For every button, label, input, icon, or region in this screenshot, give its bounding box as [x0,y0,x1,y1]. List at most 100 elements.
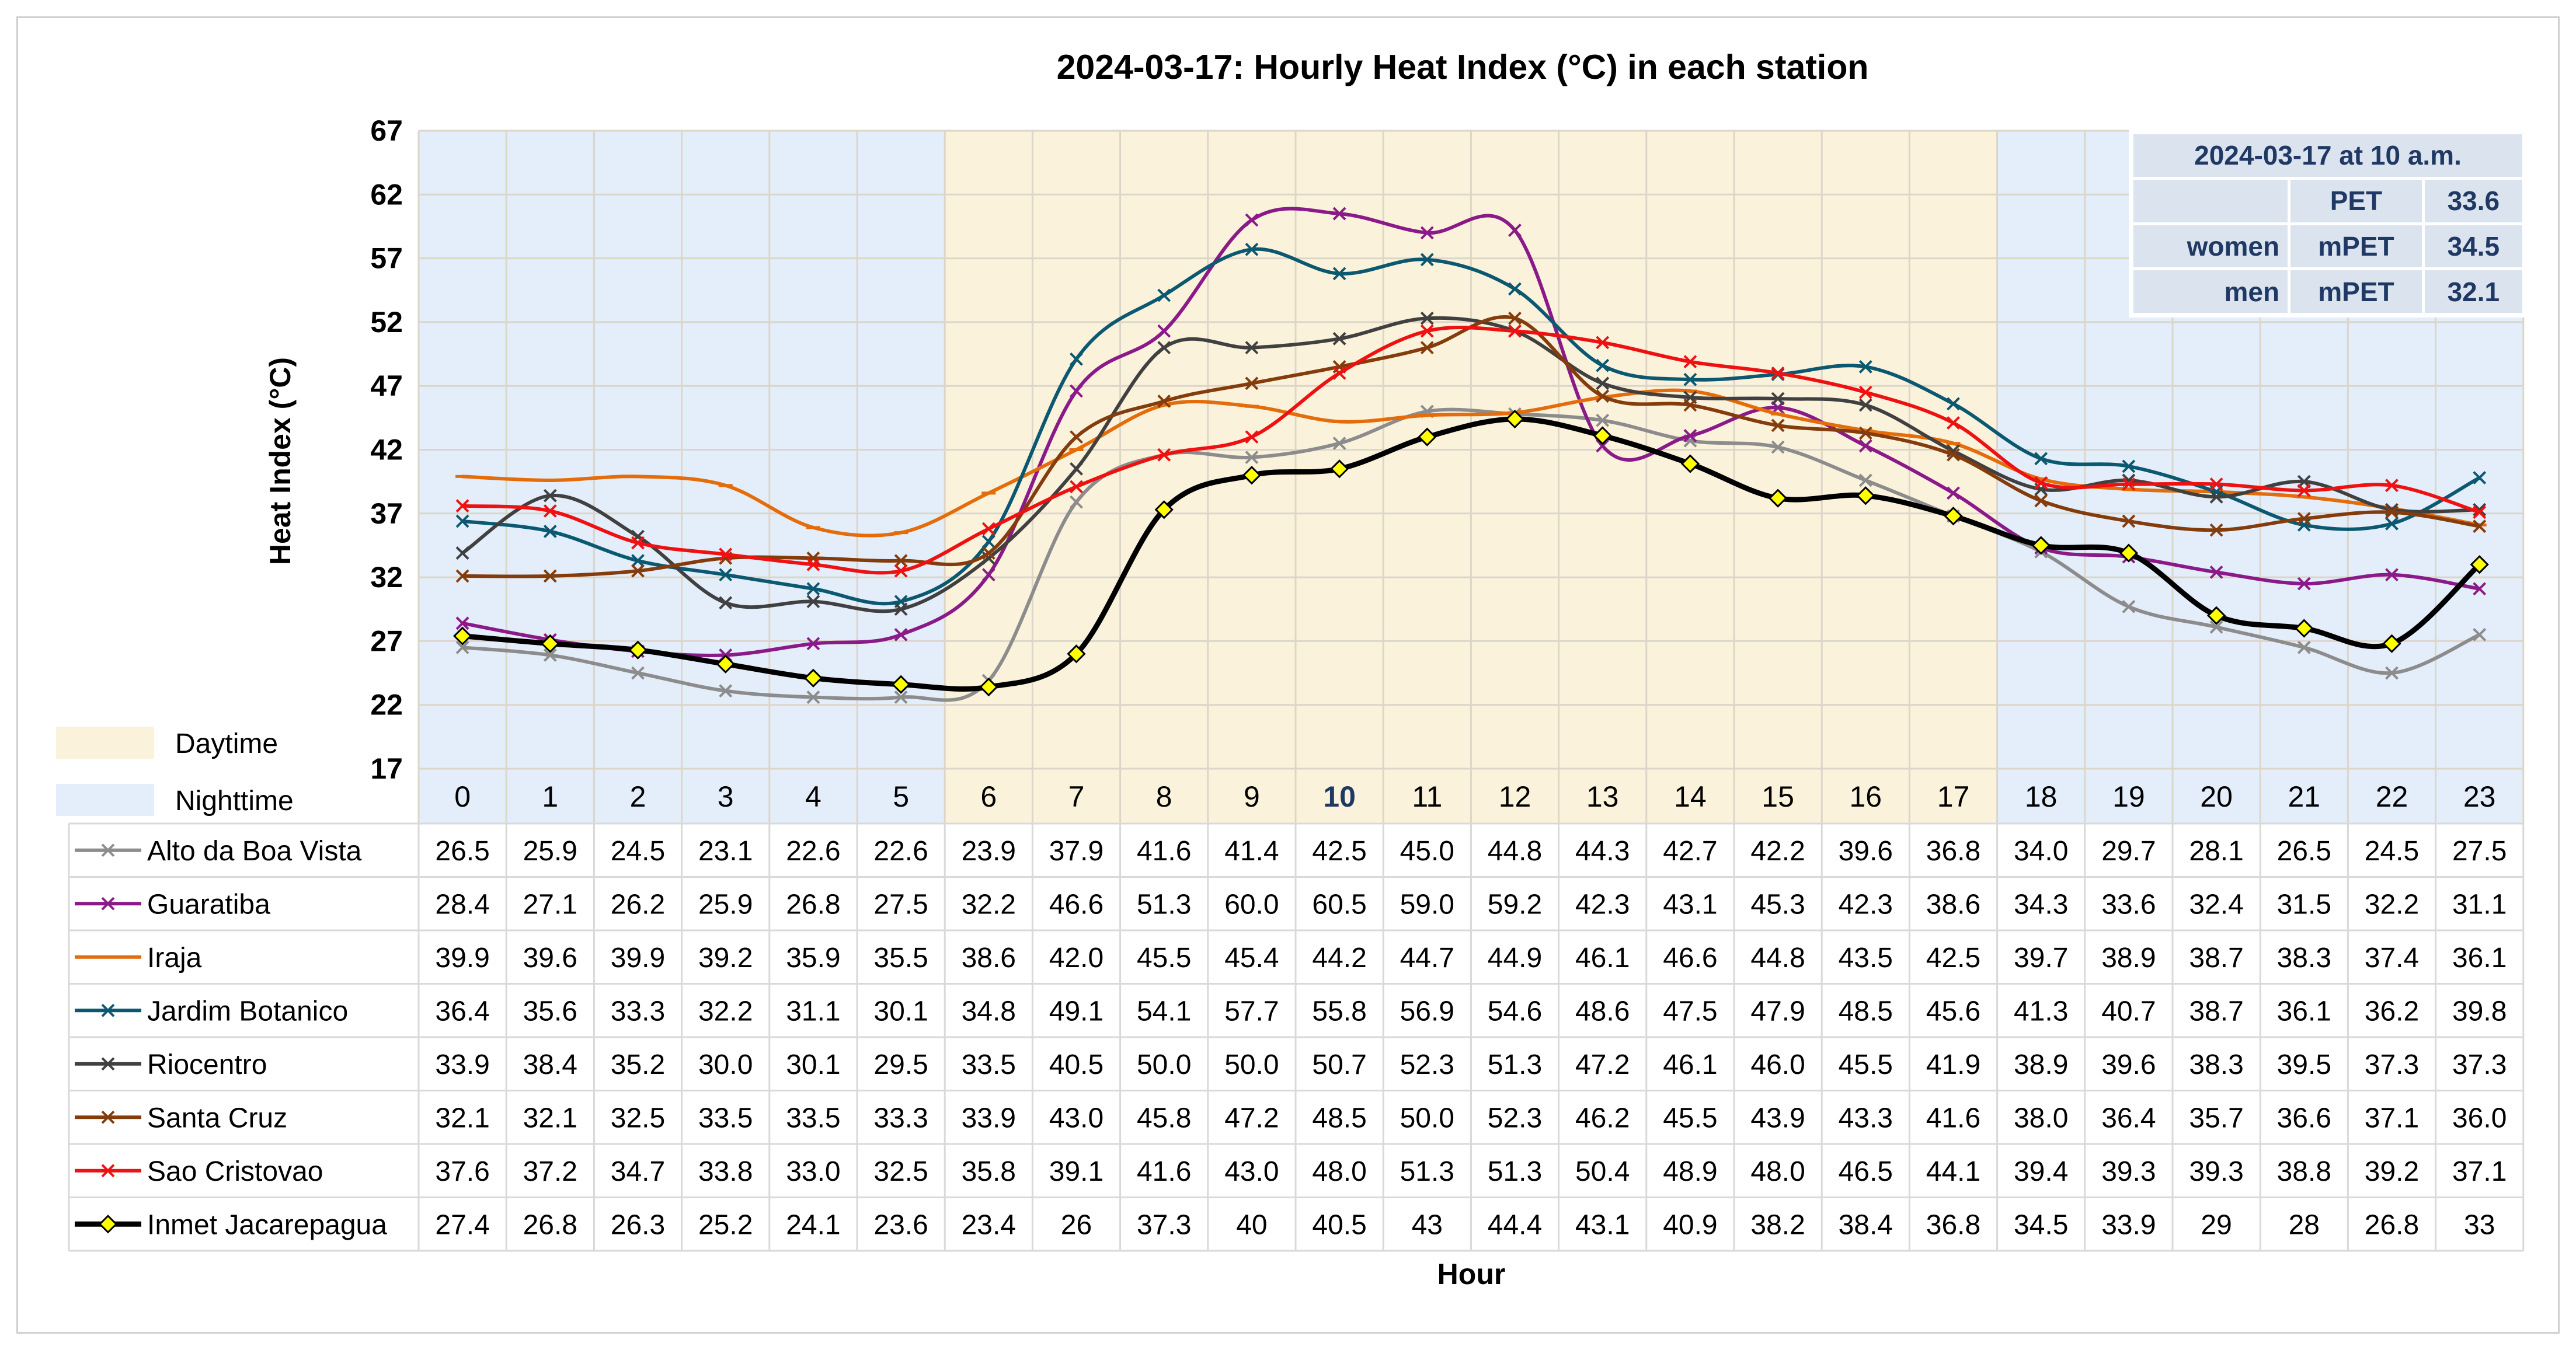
data-point-stroke [981,546,995,560]
y-tick-label: 57 [370,242,403,275]
data-label: 41.9 [1926,1049,1980,1080]
data-point-stroke [981,551,995,565]
data-point [2385,568,2399,582]
data-label: 46.2 [1575,1103,1630,1133]
data-label: 32.5 [611,1103,665,1133]
data-point [1596,336,1610,350]
x-tick-label: 8 [1156,780,1172,813]
data-point [2295,619,2314,638]
data-label: 36.4 [2101,1103,2156,1133]
data-point-stroke [2473,628,2487,641]
data-point [2206,606,2226,625]
data-point-stroke [2473,582,2487,596]
data-table: Alto da Boa Vista 26.5 25.9 24.5 23.1 22.6 22.… [68,822,2525,1252]
data-label: 43.1 [1663,889,1717,920]
data-label: 37.3 [2452,1049,2507,1080]
data-point [2385,479,2399,493]
data-label: 42.5 [1312,836,1366,867]
data-label: 26.5 [2277,836,2331,867]
data-label: 60.5 [1312,889,1366,920]
data-label: 46.6 [1049,889,1103,920]
data-point [455,499,469,513]
data-label: 39.2 [2365,1156,2419,1187]
pet-summary-table: 2024-03-17 at 10 a.m. PET 33.6 women mPE… [2130,131,2526,316]
data-point [1508,224,1522,237]
data-label: 38.8 [2277,1156,2331,1187]
data-label: 39.6 [2101,1049,2156,1080]
data-label: 32.2 [2365,889,2419,920]
data-point [894,602,908,616]
data-point-stroke [806,690,820,704]
data-label: 31.5 [2277,889,2331,920]
data-label: 28.1 [2189,836,2243,867]
data-point [719,684,733,698]
data-point-stroke [1245,213,1259,227]
data-label: 32.1 [435,1103,489,1133]
data-label: 35.8 [962,1156,1016,1187]
data-label: 35.9 [786,943,840,974]
data-point-stroke [1771,366,1785,380]
data-point-stroke [2473,505,2487,519]
data-label: 41.6 [1137,836,1191,867]
data-point-stroke [2473,503,2487,517]
data-label: 35.5 [873,943,928,974]
legend-marker-stroke [101,1003,115,1017]
data-point-stroke [543,524,557,538]
data-point [1683,355,1697,369]
data-point [2473,519,2487,533]
data-point [455,514,469,528]
data-point [2385,505,2399,519]
x-tick-label: 4 [805,780,821,813]
x-tick-label: 18 [2025,780,2058,813]
table-row: Jardim Botanico 36.4 35.6 33.3 32.2 31.1 30.1 3… [75,996,2507,1027]
data-point-stroke [2209,523,2223,537]
legend-marker [101,843,115,857]
table-row: Inmet Jacarepagua 27.4 26.8 26.3 25.2 24.1 23.… [75,1209,2495,1240]
data-label: 25.9 [698,889,753,920]
data-point-stroke [2122,599,2136,613]
data-point [719,596,733,610]
data-point [2297,484,2311,497]
data-label: 39.2 [698,943,753,974]
data-point-stroke [2209,477,2223,491]
data-label: 26.2 [611,889,665,920]
data-label: 31.1 [786,996,840,1027]
data-label: 42.2 [1750,836,1805,867]
data-point-stroke [1245,376,1259,390]
data-label: 43.9 [1750,1103,1805,1133]
data-label: 44.2 [1312,943,1366,974]
data-point-stroke [1420,324,1434,338]
data-point [2385,666,2399,680]
data-point [981,546,995,560]
data-point [2122,459,2136,473]
data-label: 48.6 [1575,996,1630,1027]
data-label: 26.5 [435,836,489,867]
data-label: 31.1 [2452,889,2507,920]
legend-marker [101,896,115,911]
data-label: 38.9 [2101,943,2156,974]
data-label: 36.2 [2365,996,2419,1027]
data-point-stroke [543,648,557,662]
data-point [1771,418,1785,432]
data-point [1070,495,1083,509]
data-label: 60.0 [1224,889,1279,920]
series-legend-label: Inmet Jacarepagua [147,1209,387,1240]
data-point-stroke [1683,372,1697,386]
data-label: 23.4 [962,1209,1016,1240]
data-point [1771,440,1785,454]
data-point [1420,324,1434,338]
data-point [1508,311,1522,325]
y-tick-label: 62 [370,178,403,211]
data-point-stroke [806,595,820,609]
y-tick-label: 67 [370,114,403,147]
data-point [1420,226,1434,240]
data-point [2209,565,2223,579]
data-label: 44.7 [1400,943,1454,974]
data-point [1157,341,1171,355]
data-point [543,648,557,662]
data-point-stroke [543,504,557,518]
band-legend-swatch [56,727,154,759]
data-point [1856,486,1875,505]
data-point-stroke [1683,434,1697,448]
data-label: 35.6 [523,996,577,1027]
